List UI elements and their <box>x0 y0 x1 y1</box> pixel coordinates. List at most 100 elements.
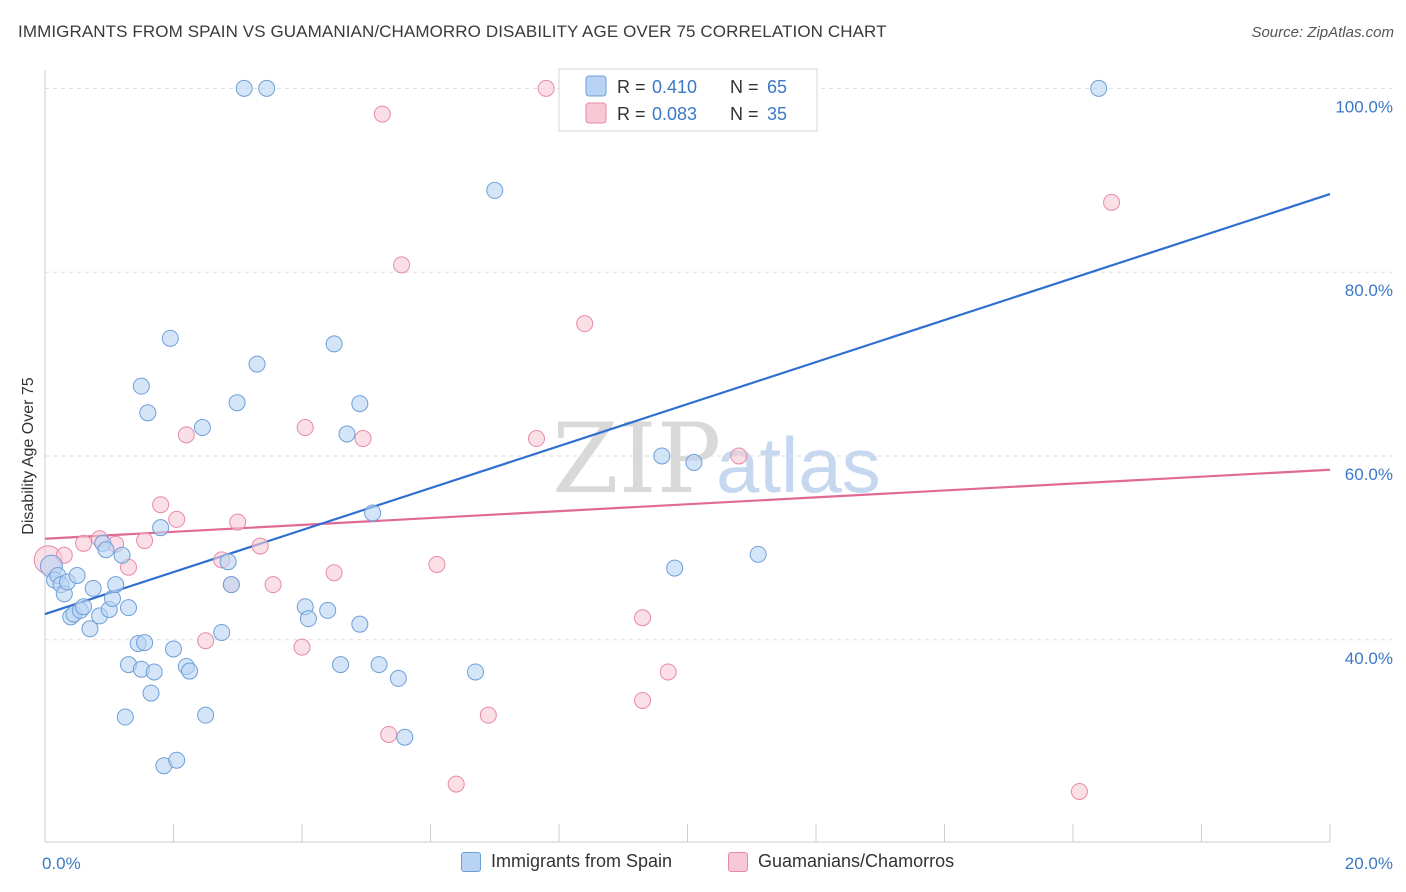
data-point-spain <box>666 559 684 577</box>
data-point-spain <box>258 79 276 97</box>
data-point-spain <box>193 419 211 437</box>
data-point-guamanian <box>479 706 497 724</box>
data-point-spain <box>653 447 671 465</box>
data-point-guamanian <box>634 691 652 709</box>
data-point-spain <box>389 669 407 687</box>
legend-swatch-guamanian <box>728 851 748 872</box>
data-point-guamanian <box>152 496 170 514</box>
y-tick-label: 100.0% <box>1335 97 1393 116</box>
gridlines <box>45 87 1392 641</box>
data-point-spain <box>103 589 121 607</box>
legend-r-value-guamanian: 0.083 <box>652 104 697 124</box>
data-point-guamanian <box>251 537 269 555</box>
data-point-spain <box>116 708 134 726</box>
data-point-spain <box>120 599 138 617</box>
legend-r-label: R = <box>617 104 646 124</box>
data-point-spain <box>197 706 215 724</box>
legend-swatch-spain <box>585 75 607 97</box>
legend-item-guamanian: Guamanians/Chamorros <box>728 851 954 872</box>
data-point-spain <box>113 546 131 564</box>
data-point-spain <box>351 615 369 633</box>
data-point-spain <box>325 335 343 353</box>
data-point-spain <box>139 404 157 422</box>
watermark: ZIP atlas <box>552 403 881 515</box>
axes <box>44 70 1331 843</box>
data-point-spain <box>332 656 350 674</box>
data-point-guamanian <box>730 447 748 465</box>
data-point-spain <box>107 576 125 594</box>
data-point-spain <box>235 79 253 97</box>
data-point-spain <box>97 541 115 559</box>
data-point-spain <box>81 620 99 638</box>
legend-n-value-spain: 65 <box>767 77 787 97</box>
data-point-guamanian <box>1070 782 1088 800</box>
data-point-guamanian <box>168 510 186 528</box>
data-point-spain <box>165 640 182 658</box>
data-point-guamanian <box>296 419 314 437</box>
source-credit: Source: ZipAtlas.com <box>1251 24 1394 41</box>
legend-label-guamanian: Guamanians/Chamorros <box>758 851 955 871</box>
data-point-spain <box>248 355 266 373</box>
legend-n-label: N = <box>730 104 759 124</box>
data-point-guamanian <box>380 725 398 743</box>
x-tick-label: 0.0% <box>42 854 81 873</box>
y-tick-label: 80.0% <box>1345 281 1393 300</box>
series-legend: Immigrants from Spain Guamanians/Chamorr… <box>0 851 1406 879</box>
legend-n-label: N = <box>730 77 759 97</box>
data-point-spain <box>228 394 246 412</box>
data-point-spain <box>749 545 767 563</box>
data-point-spain <box>364 504 382 522</box>
data-point-guamanian <box>634 609 652 627</box>
data-point-spain <box>370 656 388 674</box>
data-point-spain <box>1090 79 1108 97</box>
data-point-guamanian <box>659 663 677 681</box>
legend-item-spain: Immigrants from Spain <box>461 851 672 872</box>
data-point-guamanian <box>373 105 391 123</box>
data-point-spain <box>222 576 240 594</box>
series-spain-points <box>39 79 1108 775</box>
legend-r-label: R = <box>617 77 646 97</box>
data-point-spain <box>351 395 369 413</box>
data-point-spain <box>84 579 102 597</box>
data-point-guamanian <box>528 430 546 448</box>
data-point-guamanian <box>428 555 446 573</box>
data-point-guamanian <box>229 513 247 531</box>
data-point-spain <box>136 634 154 652</box>
data-point-spain <box>75 598 93 616</box>
data-point-guamanian <box>75 534 93 552</box>
data-point-spain <box>161 329 179 347</box>
data-point-spain <box>299 610 317 628</box>
data-point-guamanian <box>576 315 594 333</box>
y-tick-label: 60.0% <box>1345 465 1393 484</box>
data-point-guamanian <box>1103 193 1121 211</box>
data-point-spain <box>142 684 160 702</box>
correlation-legend: R = 0.410 N = 65 R = 0.083 N = 35 <box>558 68 818 132</box>
data-point-spain <box>213 623 231 641</box>
data-point-guamanian <box>177 426 195 444</box>
data-point-spain <box>319 601 337 619</box>
legend-swatch-guamanian <box>585 102 607 124</box>
data-point-spain <box>219 553 237 571</box>
data-point-spain <box>466 663 484 681</box>
data-point-guamanian <box>447 775 465 793</box>
data-point-spain <box>132 377 150 395</box>
data-point-guamanian <box>197 632 215 650</box>
data-point-spain <box>396 728 414 746</box>
data-point-spain <box>486 181 504 199</box>
legend-label-spain: Immigrants from Spain <box>491 851 673 871</box>
data-point-spain <box>338 425 356 443</box>
trend-line-guamanian <box>44 468 1331 540</box>
data-point-spain <box>145 663 163 681</box>
chart-title: IMMIGRANTS FROM SPAIN VS GUAMANIAN/CHAMO… <box>18 22 887 41</box>
data-point-spain <box>168 751 186 769</box>
legend-swatch-spain <box>461 851 481 872</box>
data-point-guamanian <box>136 532 154 550</box>
data-point-spain <box>181 662 199 680</box>
data-point-guamanian <box>537 79 555 97</box>
data-point-spain <box>152 519 170 537</box>
legend-n-value-guamanian: 35 <box>767 104 787 124</box>
y-tick-label: 40.0% <box>1345 649 1393 668</box>
data-point-guamanian <box>264 576 282 594</box>
data-point-guamanian <box>393 256 411 274</box>
